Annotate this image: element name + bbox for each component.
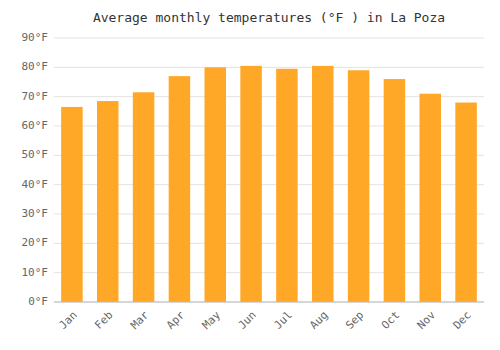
bar <box>97 101 119 302</box>
bar <box>312 66 334 302</box>
y-tick-label: 20°F <box>22 236 49 249</box>
x-tick-label: Sep <box>343 309 366 332</box>
grid-line <box>54 302 484 303</box>
bar <box>348 70 370 302</box>
x-tick-label: Jun <box>236 309 259 332</box>
y-tick-label: 50°F <box>22 148 49 161</box>
bar <box>240 66 261 302</box>
x-tick-label: Aug <box>307 309 330 332</box>
y-tick-labels: 0°F 10°F 20°F 30°F 40°F 50°F 60°F 70°F 80°F 90°F <box>22 31 49 308</box>
bar <box>384 79 406 302</box>
x-tick-label: Mar <box>128 308 152 332</box>
bar <box>420 94 442 302</box>
bar <box>455 103 477 302</box>
bar <box>276 69 298 302</box>
chart-svg: Average monthly temperatures (°F ) in La… <box>0 0 500 350</box>
y-tick-label: 10°F <box>22 266 49 279</box>
x-tick-label: Dec <box>451 309 474 332</box>
x-tick-label: Jan <box>56 309 79 332</box>
y-grid <box>54 38 484 302</box>
x-tick-labels: Jan Feb Mar Apr May Jun Jul Aug Sep Oct Nov Dec <box>56 308 473 332</box>
bars <box>61 66 477 302</box>
x-tick-label: Apr <box>164 308 188 332</box>
x-tick-label: Oct <box>379 309 402 332</box>
chart-title: Average monthly temperatures (°F ) in La… <box>93 10 445 25</box>
bar <box>169 76 191 302</box>
bar <box>133 92 155 302</box>
y-tick-label: 60°F <box>22 119 49 132</box>
x-tick-label: Nov <box>415 308 439 332</box>
chart-container: Average monthly temperatures (°F ) in La… <box>0 0 500 350</box>
y-tick-label: 0°F <box>28 295 48 308</box>
y-tick-label: 40°F <box>22 178 49 191</box>
y-tick-label: 70°F <box>22 90 49 103</box>
y-tick-label: 30°F <box>22 207 49 220</box>
x-tick-label: May <box>200 308 224 332</box>
x-axis-line <box>54 302 484 303</box>
y-tick-label: 80°F <box>22 60 49 73</box>
grid-line <box>54 67 484 68</box>
grid-line <box>54 38 484 39</box>
bar <box>205 67 227 302</box>
y-tick-label: 90°F <box>22 31 49 44</box>
x-tick-label: Feb <box>92 309 115 332</box>
bar <box>61 107 83 302</box>
x-tick-label: Jul <box>271 309 294 332</box>
